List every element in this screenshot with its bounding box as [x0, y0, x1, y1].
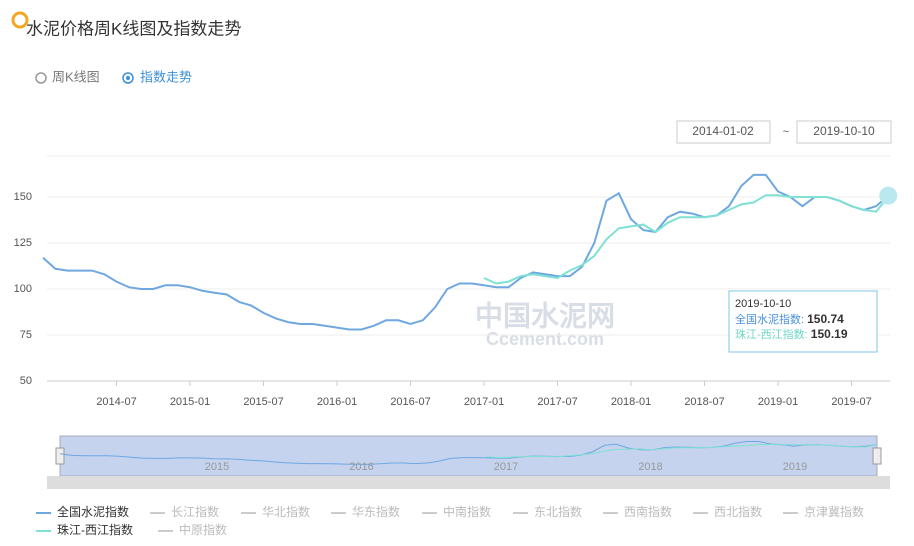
zoom-handle[interactable] — [872, 447, 882, 465]
legend-label[interactable]: 华东指数 — [352, 504, 400, 519]
series-line — [483, 194, 890, 285]
radio[interactable] — [122, 72, 134, 84]
date-end: 2019-10-10 — [813, 124, 875, 138]
series-line — [42, 173, 889, 331]
watermark: Ccement.com — [486, 329, 604, 349]
zoom-handle[interactable] — [55, 447, 65, 465]
hover-point — [879, 186, 898, 205]
y-tick-label: 100 — [14, 283, 32, 295]
legend-label[interactable]: 西南指数 — [624, 504, 672, 519]
zoom-scroll[interactable] — [47, 476, 890, 489]
logo — [11, 11, 29, 29]
legend-label[interactable]: 东北指数 — [534, 504, 582, 519]
y-tick-label: 150 — [14, 191, 32, 203]
zoom-label: 2015 — [205, 461, 229, 473]
series-line — [486, 444, 878, 459]
x-tick-label: 2019-01 — [758, 396, 798, 408]
x-tick-label: 2014-07 — [96, 396, 136, 408]
y-tick-label: 75 — [20, 329, 32, 341]
tooltip-date: 2019-10-10 — [735, 298, 791, 310]
series-line — [59, 441, 878, 465]
tilde: ~ — [783, 126, 789, 138]
y-tick-label: 50 — [20, 375, 32, 387]
legend-label[interactable]: 中原指数 — [179, 522, 227, 537]
x-tick-label: 2016-01 — [317, 396, 357, 408]
legend-label[interactable]: 中南指数 — [443, 504, 491, 519]
tooltip-row: 全国水泥指数: 150.74 — [735, 312, 844, 326]
legend-label[interactable]: 西北指数 — [714, 504, 762, 519]
x-tick-label: 2017-07 — [537, 396, 577, 408]
x-tick-label: 2017-01 — [464, 396, 504, 408]
page-title: 水泥价格周K线图及指数走势 — [26, 19, 241, 38]
date-input[interactable] — [676, 120, 771, 144]
zoom-label: 2019 — [783, 461, 807, 473]
zoom-label: 2016 — [349, 461, 373, 473]
tooltip-row: 珠江-西江指数: 150.19 — [735, 327, 848, 341]
legend-label[interactable]: 京津冀指数 — [804, 504, 864, 519]
x-tick-label: 2018-07 — [684, 396, 724, 408]
x-tick-label: 2015-07 — [243, 396, 283, 408]
tooltip — [728, 290, 878, 353]
x-tick-label: 2019-07 — [831, 396, 871, 408]
radio-label[interactable]: 指数走势 — [140, 69, 192, 84]
legend-label[interactable]: 长江指数 — [171, 504, 219, 519]
date-start: 2014-01-02 — [692, 124, 754, 138]
legend-label[interactable]: 珠江-西江指数 — [57, 522, 133, 537]
radio-label[interactable]: 周K线图 — [52, 69, 100, 84]
zoom-label: 2017 — [494, 461, 518, 473]
legend-label[interactable]: 华北指数 — [262, 504, 310, 519]
radio-dot — [126, 76, 130, 80]
radio[interactable] — [35, 72, 47, 84]
x-tick-label: 2016-07 — [390, 396, 430, 408]
x-tick-label: 2018-01 — [611, 396, 651, 408]
watermark: 中国水泥网 — [475, 300, 615, 331]
y-tick-label: 125 — [14, 237, 32, 249]
x-tick-label: 2015-01 — [170, 396, 210, 408]
legend-label[interactable]: 全国水泥指数 — [57, 504, 129, 519]
date-input[interactable] — [796, 120, 892, 144]
zoom-label: 2018 — [638, 461, 662, 473]
